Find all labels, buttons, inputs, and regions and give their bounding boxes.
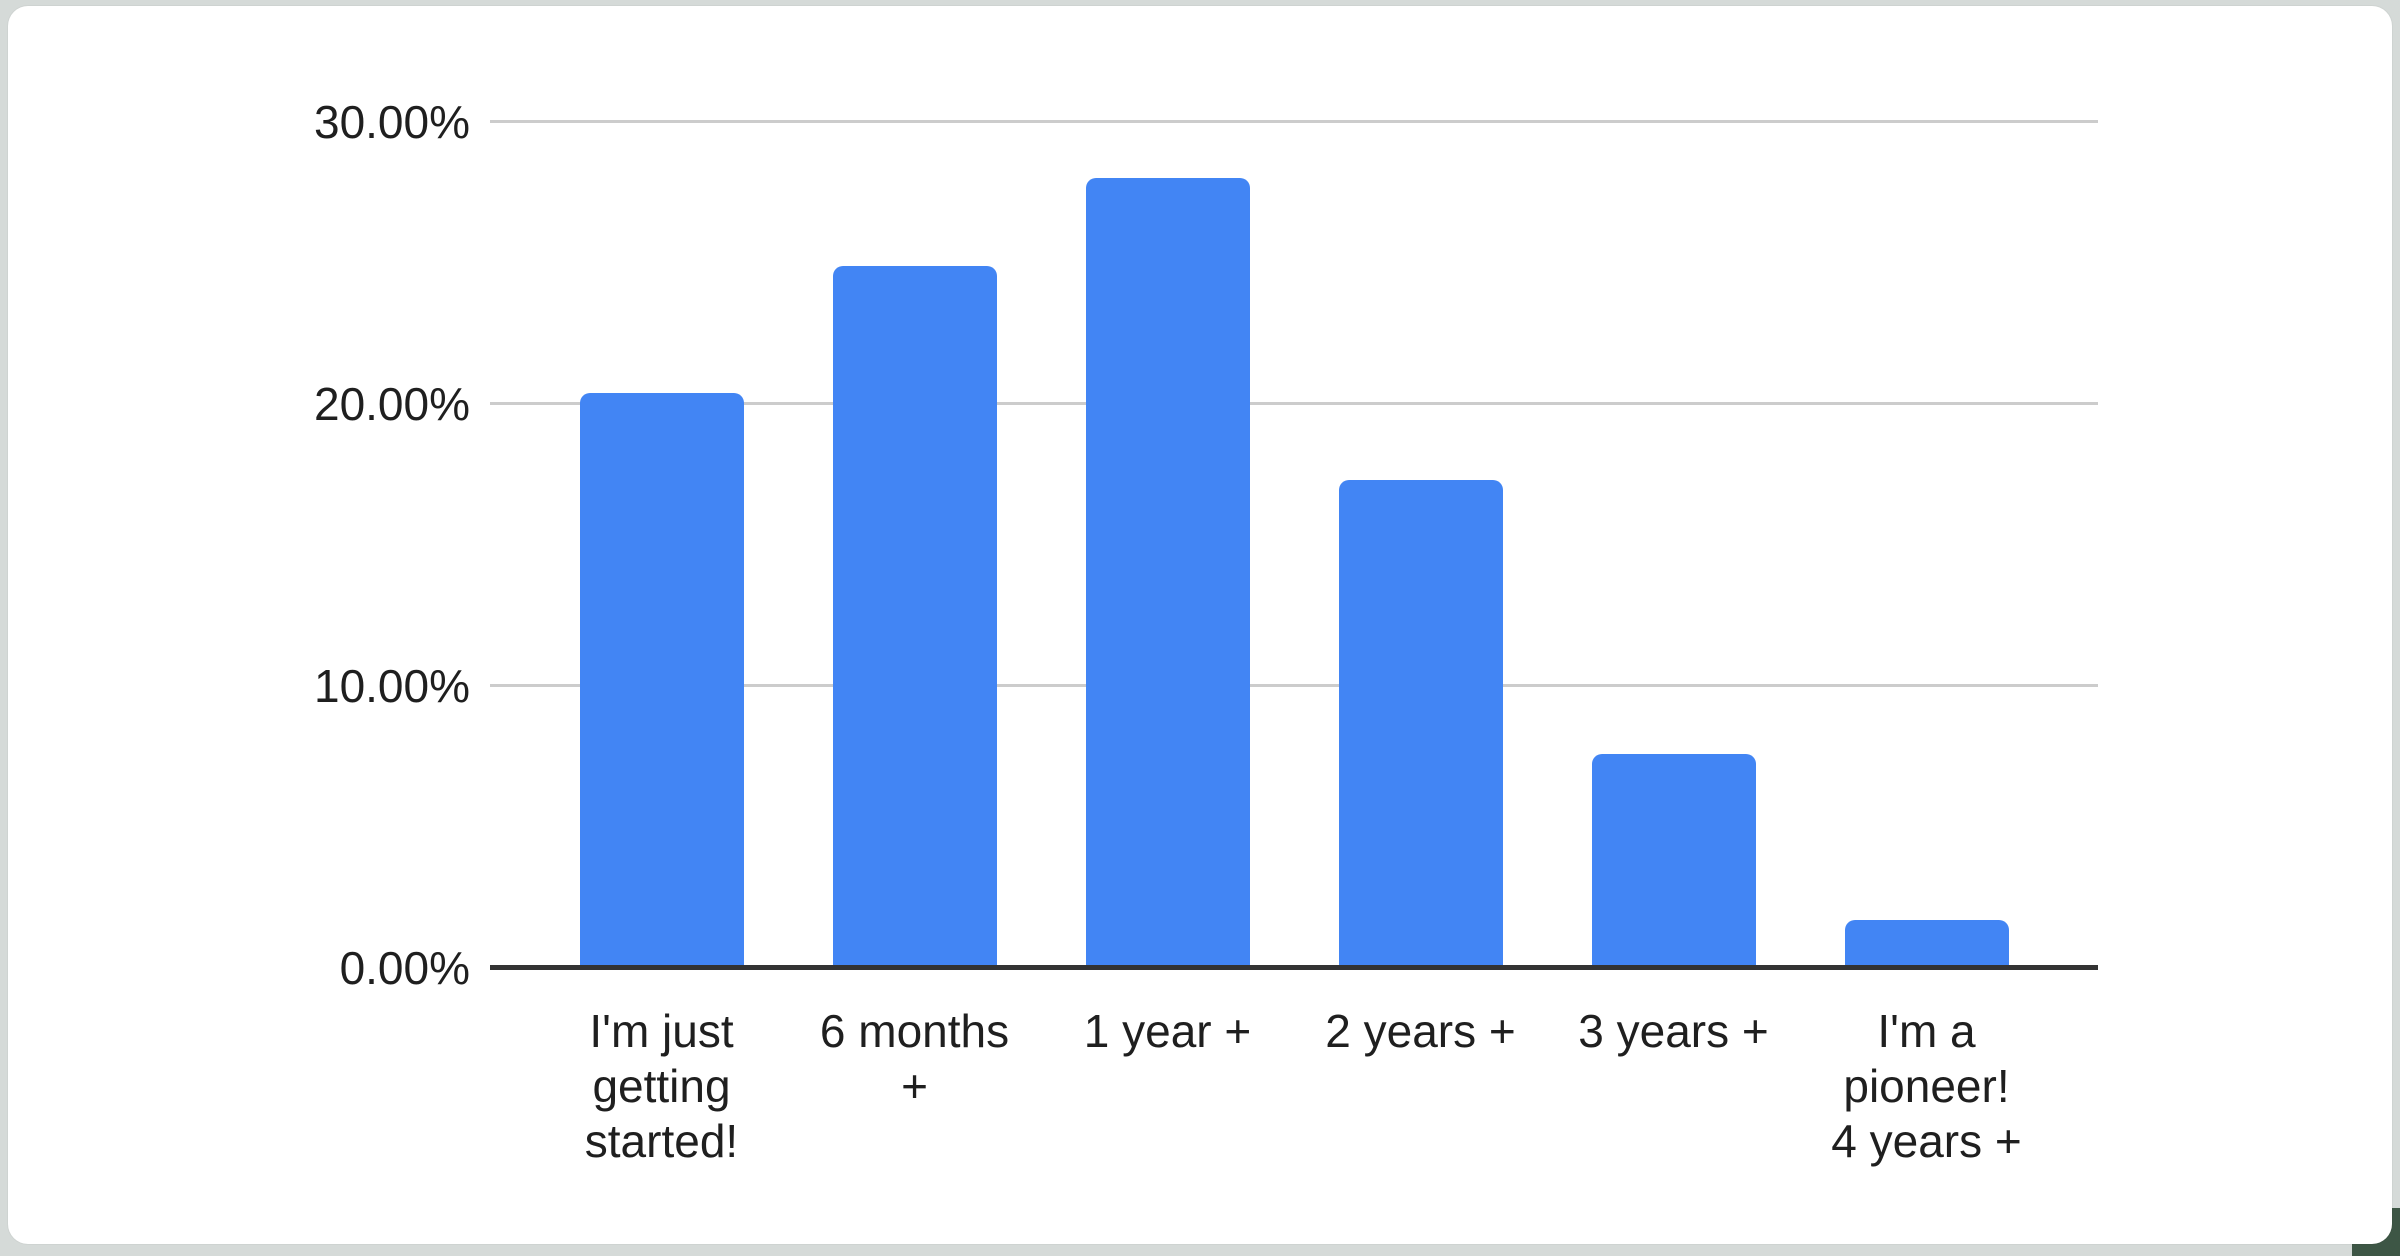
- bar-slot: [1294, 122, 1547, 968]
- grid-line-20: [490, 402, 2098, 406]
- grid-line-10: [490, 684, 2098, 688]
- plot-area: [490, 120, 2098, 970]
- bars-row: [490, 122, 2098, 968]
- grid-line-30: [490, 120, 2098, 123]
- x-axis-label: I'm a pioneer! 4 years +: [1831, 1005, 2022, 1168]
- bar-slot: [1041, 122, 1294, 968]
- y-tick-label: 20.00%: [313, 378, 470, 430]
- chart-card: 0.00% 10.00% 20.00% 30.00% I'm just getting…: [8, 6, 2392, 1244]
- bar-slot: [1547, 122, 1800, 968]
- bar-slot: [535, 122, 788, 968]
- x-axis-label: I'm just getting started!: [584, 1005, 739, 1168]
- y-tick-label: 10.00%: [313, 660, 470, 712]
- x-axis-label: 2 years +: [1325, 1005, 1516, 1057]
- x-axis-label: 1 year +: [1083, 1005, 1252, 1057]
- bar-4[interactable]: [1338, 480, 1503, 968]
- y-tick-label: 0.00%: [339, 942, 470, 994]
- x-axis-labels: I'm just getting started! 6 months + 1 yea…: [490, 1004, 2098, 1170]
- x-axis-line: [490, 965, 2098, 970]
- bar-1[interactable]: [579, 392, 744, 968]
- bar-6[interactable]: [1844, 920, 2009, 968]
- y-axis: 0.00% 10.00% 20.00% 30.00%: [8, 99, 470, 991]
- bar-5[interactable]: [1591, 753, 1756, 968]
- y-tick-label: 30.00%: [313, 96, 470, 148]
- bar-2[interactable]: [832, 265, 997, 968]
- x-axis-label: 3 years +: [1578, 1005, 1769, 1057]
- bar-slot: [1800, 122, 2053, 968]
- bar-3[interactable]: [1085, 178, 1250, 968]
- bar-slot: [788, 122, 1041, 968]
- x-axis-label: 6 months +: [819, 1005, 1010, 1113]
